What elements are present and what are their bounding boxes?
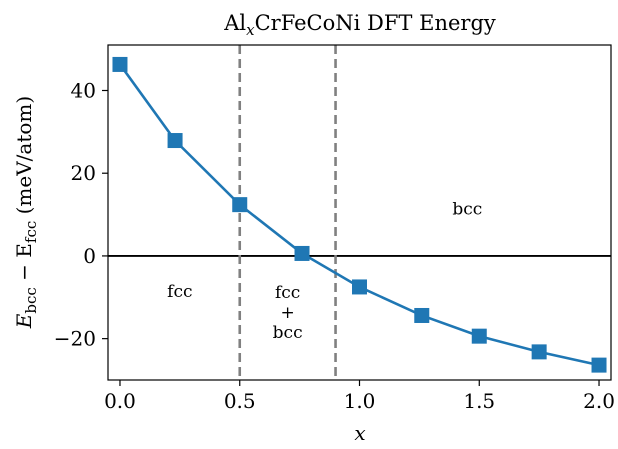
data-point-8 bbox=[591, 357, 607, 373]
x-tick-label-2: 1.0 bbox=[344, 389, 376, 413]
y-tick-label-1: 0 bbox=[83, 244, 96, 268]
data-point-3 bbox=[294, 245, 310, 261]
title-rest: CrFeCoNi DFT Energy bbox=[255, 11, 496, 35]
ylabel-post: (meV/atom) bbox=[12, 96, 36, 221]
region-label-fcc-0: fcc bbox=[167, 282, 192, 302]
ylabel-mid: − E bbox=[12, 243, 36, 287]
x-tick-label-3: 1.5 bbox=[463, 389, 495, 413]
data-point-4 bbox=[352, 279, 367, 295]
series-line-0 bbox=[118, 63, 600, 367]
title-main: Al bbox=[223, 11, 246, 35]
data-point-1 bbox=[167, 133, 183, 149]
ylabel-sub2: fcc bbox=[22, 221, 40, 243]
y-axis-title: Ebcc − Efcc (meV/atom) bbox=[12, 96, 40, 329]
data-point-0 bbox=[112, 56, 128, 72]
ylabel-e1: E bbox=[12, 313, 36, 329]
x-tick-label-1: 0.5 bbox=[224, 389, 256, 413]
plot-area bbox=[108, 45, 611, 380]
region-label-fcc-bcc-2: bcc bbox=[273, 323, 303, 343]
x-axis-title: x bbox=[354, 421, 365, 445]
y-tick-label-0: −20 bbox=[54, 327, 96, 351]
region-label-fcc-bcc-0: fcc bbox=[275, 283, 300, 303]
x-tick-label-4: 2.0 bbox=[583, 389, 615, 413]
title-subscript: x bbox=[246, 21, 255, 39]
x-tick-label-0: 0.0 bbox=[104, 389, 136, 413]
plot-frame bbox=[107, 44, 612, 381]
y-tick-label-3: 40 bbox=[71, 78, 96, 102]
region-label-fcc-bcc-1: + bbox=[281, 303, 295, 323]
y-tick-label-2: 20 bbox=[71, 161, 96, 185]
data-point-6 bbox=[471, 328, 487, 344]
region-label-bcc-0: bcc bbox=[452, 199, 482, 219]
data-point-5 bbox=[414, 307, 430, 323]
data-point-2 bbox=[232, 197, 248, 213]
data-point-7 bbox=[531, 344, 547, 360]
chart-title: AlxCrFeCoNi DFT Energy bbox=[223, 11, 496, 39]
ylabel-sub1: bcc bbox=[22, 287, 40, 313]
axis-ticks: 0.0 0.5 1.0 1.5 2.0 −20 0 20 40 bbox=[54, 78, 615, 413]
